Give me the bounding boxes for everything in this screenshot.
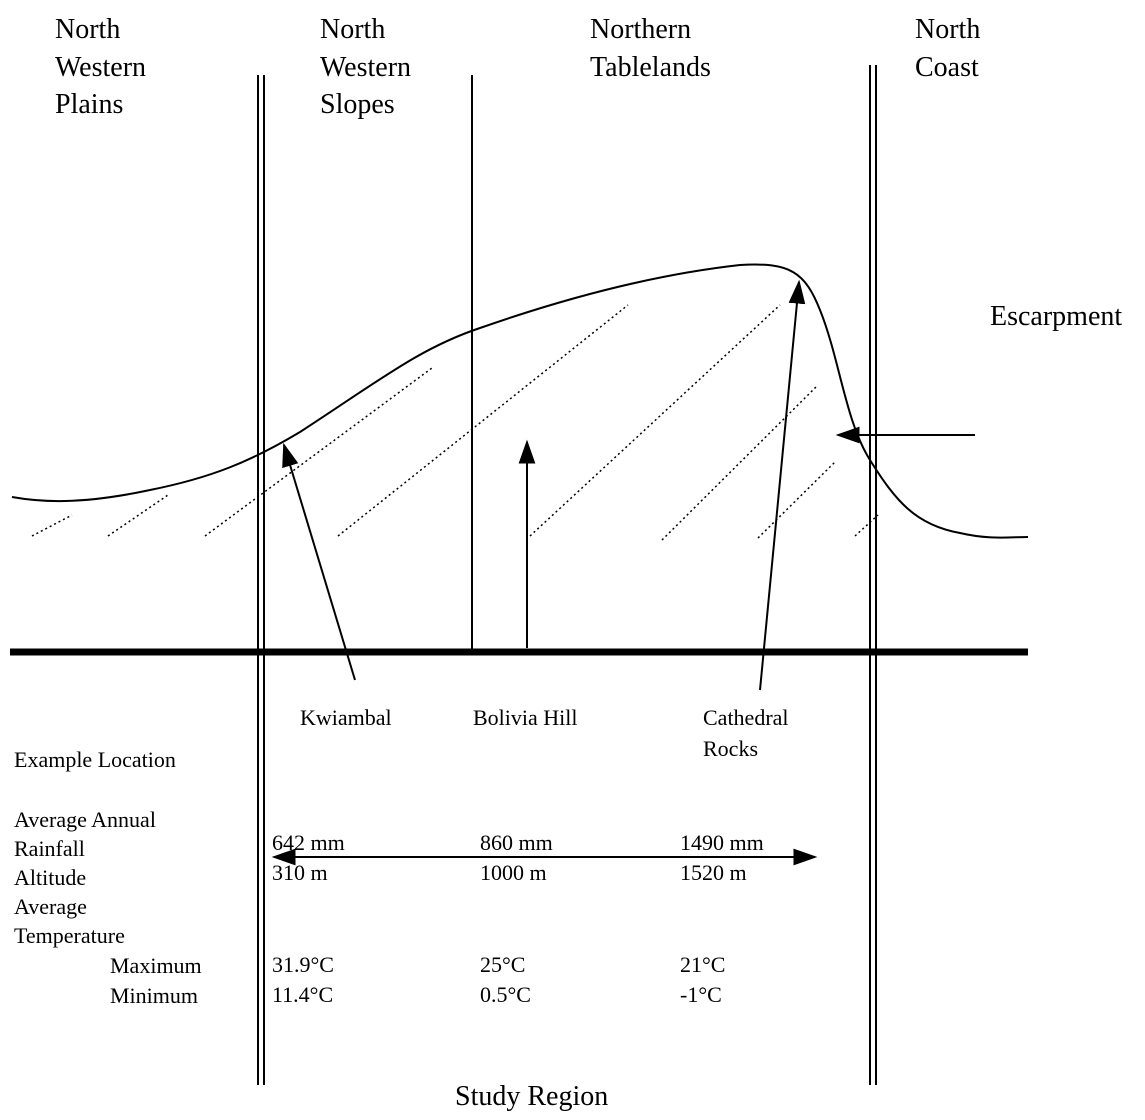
region-label: North — [55, 14, 120, 45]
region-label: Northern — [590, 14, 691, 45]
cell: 11.4°C — [272, 982, 333, 1007]
cell: 860 mm — [480, 830, 553, 855]
row-label: Altitude — [14, 865, 86, 890]
row-label: Example Location — [14, 747, 176, 772]
page: North Western Plains North Western Slope… — [0, 0, 1145, 1120]
region-label: Coast — [915, 52, 979, 83]
cell: 1520 m — [680, 860, 747, 885]
row-label: Minimum — [110, 983, 198, 1008]
escarpment-label: Escarpment — [990, 301, 1122, 332]
location: Bolivia Hill — [473, 705, 578, 730]
cell: -1°C — [680, 982, 722, 1007]
cell: 0.5°C — [480, 982, 531, 1007]
cell: 31.9°C — [272, 952, 334, 977]
cell: 1490 mm — [680, 830, 764, 855]
cell: 642 mm — [272, 830, 345, 855]
region-label: Plains — [55, 89, 123, 120]
row-label: Rainfall — [14, 836, 85, 861]
cell: 21°C — [680, 952, 725, 977]
cell: 1000 m — [480, 860, 547, 885]
row-label: Average Annual — [14, 807, 156, 832]
region-label: Western — [320, 52, 411, 83]
row-labels: Example Location Average Annual Rainfall… — [14, 747, 202, 1008]
cell: 310 m — [272, 860, 328, 885]
cell: 25°C — [480, 952, 525, 977]
region-label: Slopes — [320, 89, 395, 120]
region-label: Tablelands — [590, 52, 711, 83]
location: Kwiambal — [300, 705, 392, 730]
location: Rocks — [703, 736, 758, 761]
region-label: Western — [55, 52, 146, 83]
row-label: Maximum — [110, 953, 202, 978]
row-label: Average — [14, 894, 87, 919]
hatching — [32, 305, 878, 540]
location: Cathedral — [703, 705, 789, 730]
study-region-label: Study Region — [455, 1081, 608, 1112]
region-label: North — [915, 14, 980, 45]
diagram: North Western Plains North Western Slope… — [0, 0, 1145, 1120]
region-labels: North Western Plains North Western Slope… — [55, 14, 980, 120]
row-label: Temperature — [14, 923, 125, 948]
region-label: North — [320, 14, 385, 45]
divider-lines — [258, 65, 876, 1085]
